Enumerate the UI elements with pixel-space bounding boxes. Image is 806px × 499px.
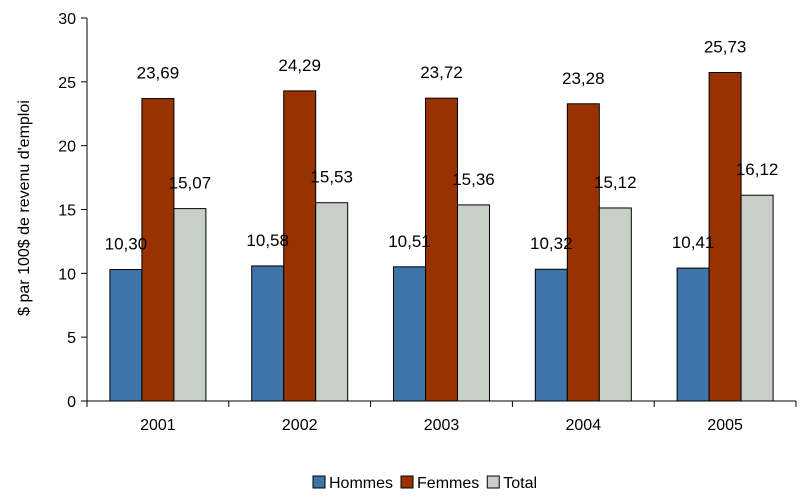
data-label-hommes-2001: 10,30 (105, 235, 148, 254)
bar-hommes-2004 (534, 268, 568, 402)
x-tick-label: 2001 (140, 417, 176, 434)
bar-total-2001 (173, 208, 207, 402)
bar-total-2004 (598, 207, 632, 402)
bar-hommes-2001 (109, 269, 143, 402)
data-label-total-2003: 15,36 (452, 170, 495, 189)
x-tick-label: 2003 (424, 417, 460, 434)
bars-layer (109, 72, 774, 402)
bar-femmes-2003 (425, 97, 458, 402)
y-tick-label: 5 (67, 330, 76, 347)
bar-femmes-2001 (141, 98, 175, 402)
axes-layer: 0 5 10 15 20 25 30 2001 2002 2003 2004 2005 (58, 11, 797, 434)
data-label-hommes-2004: 10,32 (530, 234, 573, 253)
legend: Hommes Femmes Total (312, 475, 537, 492)
y-tick-label: 30 (58, 11, 76, 28)
data-label-femmes-2003: 23,72 (420, 63, 463, 82)
bar-total-2002 (315, 202, 349, 402)
data-label-hommes-2002: 10,58 (246, 231, 289, 250)
data-label-total-2005: 16,12 (736, 160, 779, 179)
bar-femmes-2005 (708, 72, 742, 402)
data-label-femmes-2004: 23,28 (562, 69, 605, 88)
y-tick-label: 25 (58, 75, 76, 92)
bar-total-2003 (457, 204, 490, 402)
legend-label-hommes: Hommes (329, 475, 393, 492)
bar-hommes-2005 (676, 267, 710, 402)
bar-hommes-2002 (251, 265, 285, 402)
data-labels-layer: 10,30 23,69 15,07 10,58 24,29 15,53 10,51 23,72… (105, 38, 779, 254)
legend-swatch-femmes (400, 475, 414, 489)
y-tick-label: 10 (58, 266, 76, 283)
bar-hommes-2003 (393, 266, 426, 402)
data-label-total-2002: 15,53 (310, 168, 353, 187)
y-axis-label: $ par 100$ de revenu d'emploi (16, 100, 33, 316)
data-label-femmes-2002: 24,29 (278, 56, 321, 75)
x-tick-label: 2002 (282, 417, 318, 434)
bar-total-2005 (740, 194, 774, 402)
y-tick-label: 20 (58, 139, 76, 156)
legend-swatch-hommes (312, 475, 326, 489)
data-label-femmes-2005: 25,73 (704, 38, 747, 57)
data-label-total-2001: 15,07 (169, 174, 212, 193)
x-tick-label: 2005 (707, 417, 743, 434)
data-label-hommes-2003: 10,51 (388, 232, 431, 251)
legend-label-femmes: Femmes (417, 475, 479, 492)
data-label-total-2004: 15,12 (594, 173, 637, 192)
legend-label-total: Total (503, 475, 537, 492)
y-tick-label: 15 (58, 203, 76, 220)
legend-swatch-total (486, 475, 500, 489)
data-label-femmes-2001: 23,69 (137, 64, 180, 83)
y-tick-label: 0 (67, 394, 76, 411)
x-tick-label: 2004 (566, 417, 602, 434)
data-label-hommes-2005: 10,41 (672, 233, 715, 252)
